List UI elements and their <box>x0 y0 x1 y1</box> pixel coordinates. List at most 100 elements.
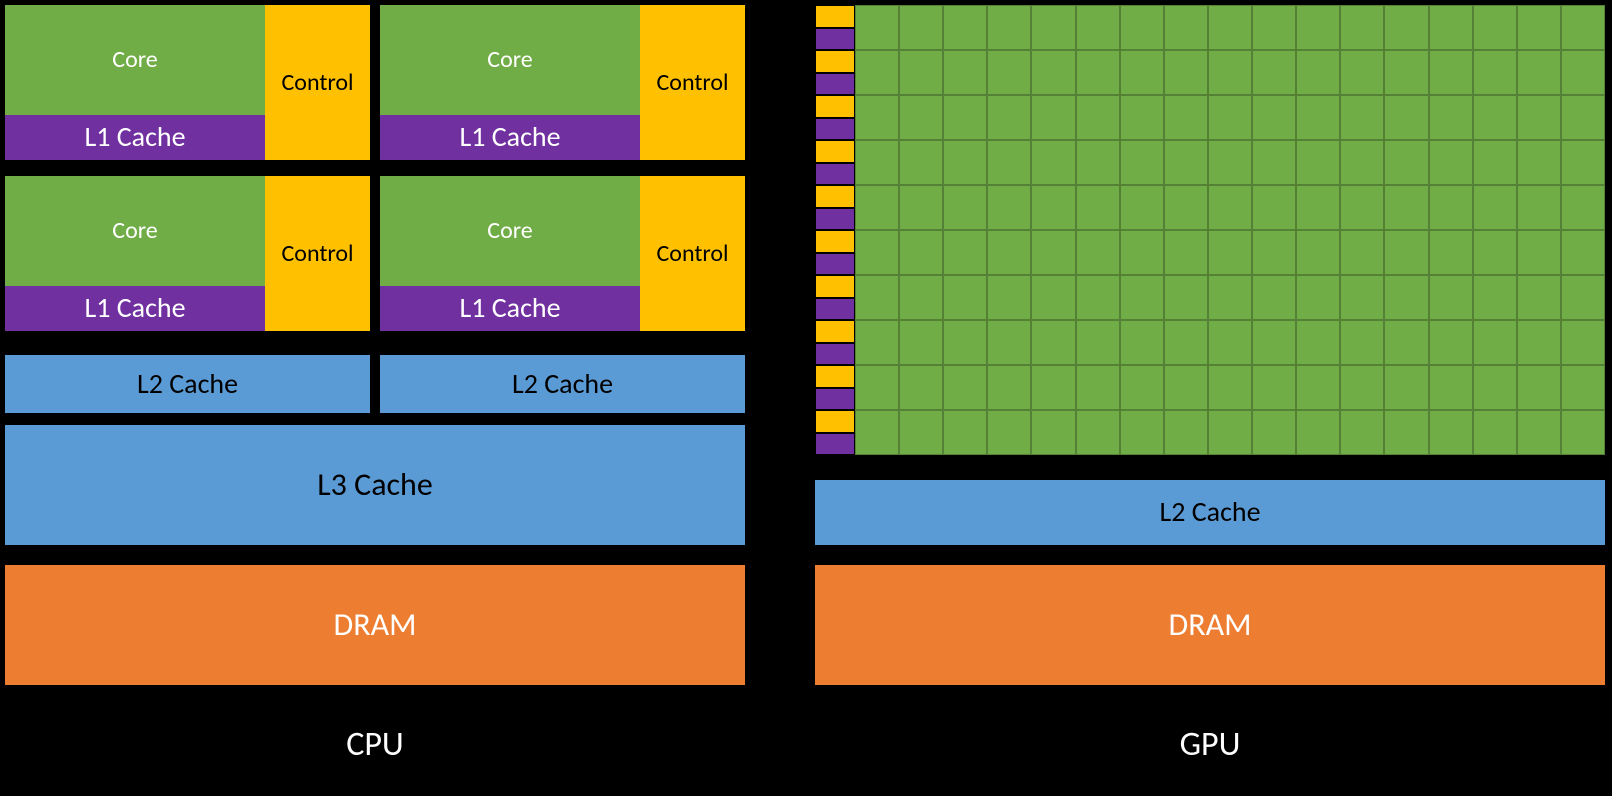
gpu-core-cell <box>1429 95 1473 140</box>
gpu-core-cell <box>1561 50 1605 95</box>
gpu-core-cell <box>1384 95 1428 140</box>
gpu-l2-cache: L2 Cache <box>815 480 1605 545</box>
gpu-core-cell <box>1120 320 1164 365</box>
gpu-core-cell <box>855 365 899 410</box>
gpu-core-cell <box>1384 50 1428 95</box>
gpu-core-cell <box>1517 275 1561 320</box>
gpu-core-cell <box>1031 50 1075 95</box>
gpu-core-cell <box>1517 320 1561 365</box>
gpu-core-cell <box>1031 275 1075 320</box>
gpu-core-cell <box>1384 185 1428 230</box>
gpu-core-cell <box>899 410 943 455</box>
gpu-control-stripe <box>815 5 855 28</box>
gpu-core-cell <box>1031 365 1075 410</box>
gpu-core-cell <box>1252 50 1296 95</box>
gpu-core-cell <box>1473 230 1517 275</box>
gpu-core-cell <box>1384 275 1428 320</box>
gpu-core-cell <box>1517 185 1561 230</box>
gpu-core-cell <box>1076 50 1120 95</box>
gpu-core-cell <box>943 185 987 230</box>
gpu-core-cell <box>1252 185 1296 230</box>
gpu-core-cell <box>899 5 943 50</box>
gpu-core-cell <box>1429 230 1473 275</box>
gpu-control-l1-column <box>815 5 855 455</box>
gpu-core-cell <box>943 230 987 275</box>
gpu-core-cell <box>1120 185 1164 230</box>
gpu-core-cell <box>855 320 899 365</box>
gpu-core-cell <box>855 50 899 95</box>
gpu-core-cell <box>1031 140 1075 185</box>
gpu-core-cell <box>1517 140 1561 185</box>
gpu-core-cell <box>1031 5 1075 50</box>
gpu-core-cell <box>1296 410 1340 455</box>
gpu-core-cell <box>899 185 943 230</box>
gpu-l1-stripe <box>815 73 855 96</box>
gpu-core-cell <box>1252 95 1296 140</box>
gpu-core-cell <box>1076 230 1120 275</box>
gpu-core-cell <box>1208 275 1252 320</box>
gpu-core-cell <box>1473 50 1517 95</box>
gpu-core-cell <box>1076 5 1120 50</box>
gpu-core-cell <box>1517 410 1561 455</box>
gpu-core-grid <box>855 5 1605 455</box>
gpu-core-cell <box>1517 230 1561 275</box>
gpu-core-cell <box>1031 410 1075 455</box>
gpu-core-cell <box>1429 275 1473 320</box>
gpu-core-cell <box>855 95 899 140</box>
gpu-core-cell <box>943 50 987 95</box>
gpu-l1-stripe <box>815 28 855 51</box>
gpu-core-cell <box>1561 320 1605 365</box>
cpu-control-2: Control <box>265 176 370 331</box>
cpu-l1-cache-1: L1 Cache <box>380 115 640 160</box>
gpu-l1-stripe <box>815 253 855 276</box>
cpu-l3-cache: L3 Cache <box>5 425 745 545</box>
gpu-core-cell <box>1076 320 1120 365</box>
gpu-core-cell <box>1208 95 1252 140</box>
gpu-core-cell <box>1164 50 1208 95</box>
gpu-l1-stripe <box>815 433 855 456</box>
gpu-core-cell <box>1340 320 1384 365</box>
gpu-core-cell <box>1473 275 1517 320</box>
gpu-core-cell <box>1384 5 1428 50</box>
gpu-core-cell <box>1429 140 1473 185</box>
gpu-core-cell <box>1429 410 1473 455</box>
gpu-core-cell <box>987 185 1031 230</box>
gpu-l1-stripe <box>815 163 855 186</box>
gpu-core-cell <box>1296 140 1340 185</box>
gpu-core-cell <box>1076 365 1120 410</box>
gpu-core-cell <box>1076 140 1120 185</box>
gpu-core-cell <box>987 50 1031 95</box>
gpu-l1-stripe <box>815 118 855 141</box>
gpu-core-cell <box>1340 410 1384 455</box>
gpu-core-cell <box>1031 185 1075 230</box>
gpu-core-cell <box>1340 140 1384 185</box>
gpu-core-cell <box>1561 95 1605 140</box>
gpu-core-cell <box>1120 95 1164 140</box>
gpu-core-cell <box>1340 230 1384 275</box>
gpu-core-cell <box>1164 5 1208 50</box>
gpu-core-cell <box>1031 95 1075 140</box>
gpu-core-cell <box>1296 95 1340 140</box>
gpu-core-cell <box>1076 410 1120 455</box>
gpu-core-cell <box>1561 410 1605 455</box>
gpu-core-cell <box>1561 275 1605 320</box>
gpu-control-stripe <box>815 50 855 73</box>
gpu-core-cell <box>1340 365 1384 410</box>
gpu-core-cell <box>1561 185 1605 230</box>
cpu-core-1: Core <box>380 5 640 115</box>
gpu-core-cell <box>1340 185 1384 230</box>
cpu-core-3: Core <box>380 176 640 286</box>
gpu-core-cell <box>1208 365 1252 410</box>
gpu-core-cell <box>1164 275 1208 320</box>
gpu-core-cell <box>1473 140 1517 185</box>
gpu-control-stripe <box>815 275 855 298</box>
cpu-l2-cache-0: L2 Cache <box>5 355 370 413</box>
gpu-core-cell <box>1561 230 1605 275</box>
gpu-core-cell <box>1120 365 1164 410</box>
gpu-control-stripe <box>815 410 855 433</box>
gpu-core-cell <box>1164 185 1208 230</box>
gpu-core-cell <box>1384 230 1428 275</box>
gpu-core-cell <box>1517 95 1561 140</box>
gpu-core-cell <box>899 140 943 185</box>
gpu-core-cell <box>1473 95 1517 140</box>
